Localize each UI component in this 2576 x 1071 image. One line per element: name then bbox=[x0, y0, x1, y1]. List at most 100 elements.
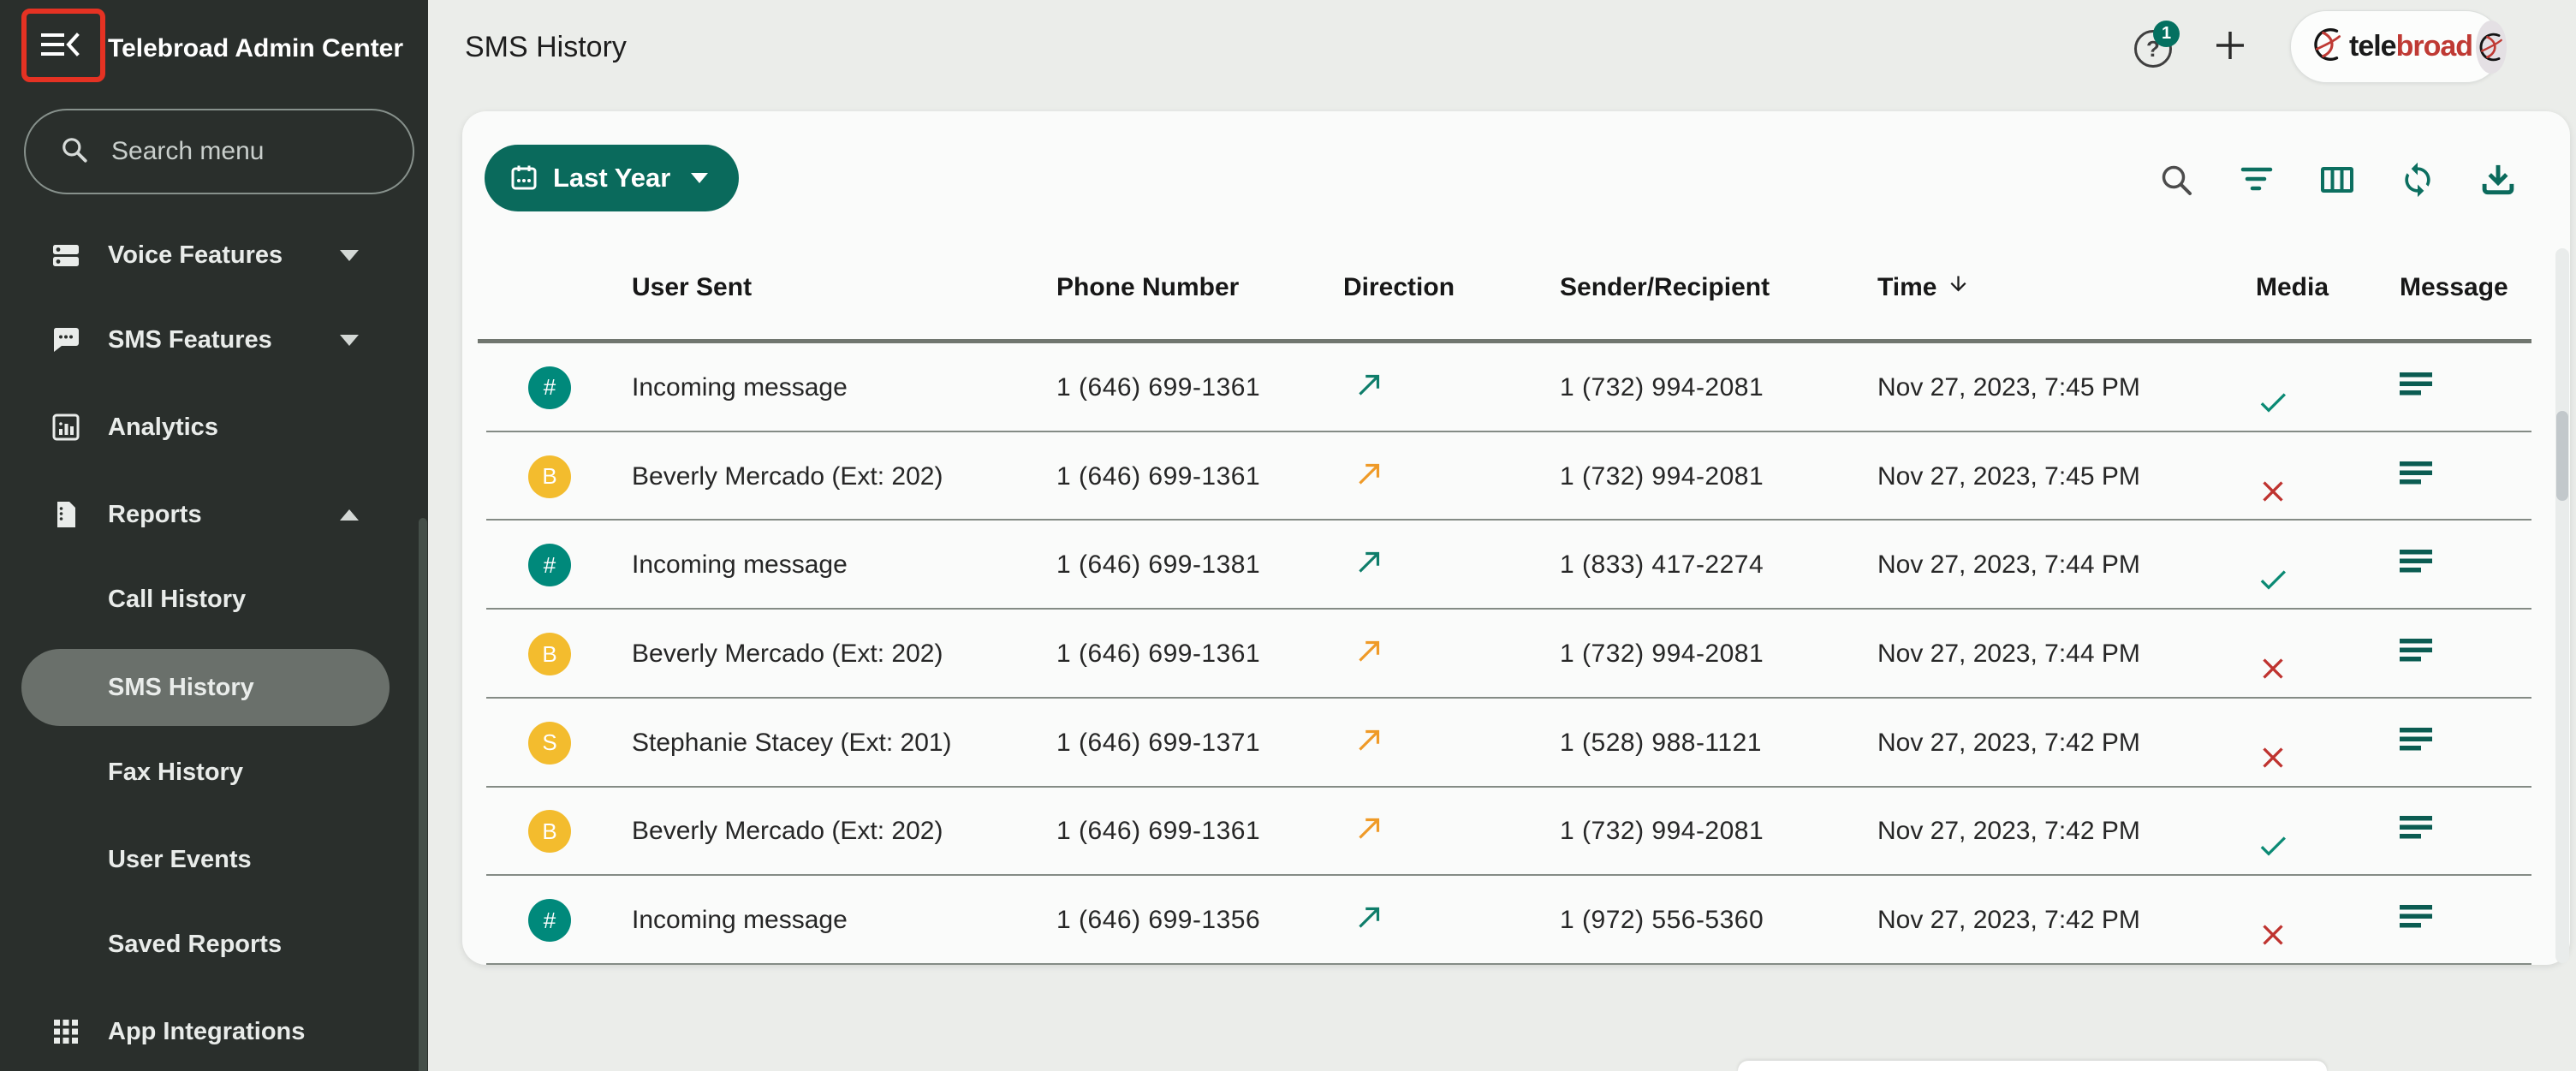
table-scrollbar-track[interactable] bbox=[2555, 248, 2569, 963]
search-menu-input[interactable]: Search menu bbox=[24, 109, 414, 194]
table-row[interactable]: B Beverly Mercado (Ext: 202) 1 (646) 699… bbox=[462, 610, 2570, 699]
table-header-row: User Sent Phone Number Direction Sender/… bbox=[462, 231, 2570, 343]
table-row[interactable]: # Incoming message 1 (646) 699-1356 1 (9… bbox=[462, 876, 2570, 965]
direction-arrow-icon bbox=[1353, 729, 1386, 762]
cell-sender-recipient: 1 (528) 988-1121 bbox=[1560, 728, 1762, 757]
sidebar-item-call-history[interactable]: Call History bbox=[0, 571, 428, 628]
cell-phone-number: 1 (646) 699-1361 bbox=[1056, 817, 1261, 846]
media-status-icon bbox=[2256, 474, 2400, 509]
cell-user-sent: Incoming message bbox=[632, 372, 848, 402]
avatar: B bbox=[528, 455, 571, 498]
table-row[interactable]: B Beverly Mercado (Ext: 202) 1 (646) 699… bbox=[462, 788, 2570, 877]
sidebar-subitem-label: SMS History bbox=[108, 673, 254, 701]
sidebar-item-label: SMS Features bbox=[108, 325, 272, 354]
message-text-icon[interactable] bbox=[2400, 639, 2434, 669]
avatar: # bbox=[528, 366, 571, 409]
sidebar-item-saved-reports[interactable]: Saved Reports bbox=[0, 916, 428, 973]
table-row[interactable]: # Incoming message 1 (646) 699-1361 1 (7… bbox=[462, 343, 2570, 432]
search-icon[interactable] bbox=[2157, 161, 2195, 199]
search-icon bbox=[60, 135, 89, 169]
sidebar-item-sms-features[interactable]: SMS Features bbox=[0, 312, 428, 368]
cell-sender-recipient: 1 (732) 994-2081 bbox=[1560, 372, 1764, 402]
sidebar-item-analytics[interactable]: Analytics bbox=[0, 399, 428, 455]
sidebar: Telebroad Admin Center Search menu Voice… bbox=[0, 0, 428, 1071]
sms-history-card: Last Year User Sent Phone Number Directi… bbox=[462, 111, 2570, 965]
calendar-icon bbox=[510, 164, 538, 193]
apps-grid-icon bbox=[51, 1017, 80, 1046]
message-text-icon[interactable] bbox=[2400, 372, 2434, 402]
cell-time: Nov 27, 2023, 7:44 PM bbox=[1877, 640, 2140, 669]
media-status-icon bbox=[2256, 562, 2400, 597]
sidebar-item-label: Analytics bbox=[108, 413, 218, 441]
table-row[interactable]: B Beverly Mercado (Ext: 202) 1 (646) 699… bbox=[462, 432, 2570, 521]
add-button[interactable] bbox=[2213, 28, 2247, 62]
avatar: # bbox=[528, 899, 571, 943]
sidebar-item-sms-history[interactable]: SMS History bbox=[0, 659, 428, 716]
avatar: S bbox=[528, 721, 571, 765]
column-header-direction[interactable]: Direction bbox=[1343, 272, 1455, 301]
download-icon[interactable] bbox=[2479, 161, 2517, 199]
columns-icon[interactable] bbox=[2318, 161, 2356, 199]
column-header-message[interactable]: Message bbox=[2400, 272, 2508, 301]
sidebar-scrollbar[interactable] bbox=[419, 518, 427, 1071]
direction-arrow-icon bbox=[1353, 818, 1386, 850]
brand-wordmark: telebroad bbox=[2349, 30, 2473, 62]
sidebar-item-label: App Integrations bbox=[108, 1017, 306, 1045]
filter-icon[interactable] bbox=[2238, 161, 2276, 199]
help-button[interactable]: ? 1 bbox=[2134, 21, 2180, 68]
menu-collapse-icon[interactable] bbox=[40, 29, 80, 62]
sidebar-item-app-integrations[interactable]: App Integrations bbox=[0, 1003, 428, 1060]
direction-arrow-icon bbox=[1353, 552, 1386, 584]
message-text-icon[interactable] bbox=[2400, 550, 2434, 580]
message-text-icon[interactable] bbox=[2400, 461, 2434, 491]
pagination-sheet-edge bbox=[1738, 1061, 2327, 1071]
date-range-label: Last Year bbox=[553, 163, 671, 193]
account-menu[interactable]: telebroad bbox=[2290, 10, 2508, 83]
annotation-highlight-box bbox=[21, 9, 105, 82]
sidebar-item-user-events[interactable]: User Events bbox=[0, 831, 428, 888]
cell-sender-recipient: 1 (732) 994-2081 bbox=[1560, 461, 1764, 491]
cell-user-sent: Beverly Mercado (Ext: 202) bbox=[632, 640, 943, 669]
sidebar-subitem-label: Fax History bbox=[108, 758, 243, 786]
cell-sender-recipient: 1 (972) 556-5360 bbox=[1560, 906, 1764, 935]
page-title: SMS History bbox=[465, 31, 627, 63]
cell-user-sent: Incoming message bbox=[632, 550, 848, 580]
cell-phone-number: 1 (646) 699-1361 bbox=[1056, 640, 1261, 669]
avatar: B bbox=[528, 810, 571, 854]
voicemail-boxes-icon bbox=[51, 241, 80, 270]
cell-phone-number: 1 (646) 699-1356 bbox=[1056, 906, 1261, 935]
media-status-icon bbox=[2256, 385, 2400, 419]
cell-time: Nov 27, 2023, 7:42 PM bbox=[1877, 906, 2140, 935]
refresh-icon[interactable] bbox=[2399, 161, 2436, 199]
message-text-icon[interactable] bbox=[2400, 816, 2434, 846]
column-header-media[interactable]: Media bbox=[2256, 272, 2329, 301]
telebroad-logo-icon bbox=[2310, 27, 2346, 67]
table-scrollbar-thumb[interactable] bbox=[2556, 411, 2568, 501]
search-placeholder: Search menu bbox=[111, 137, 265, 165]
cell-phone-number: 1 (646) 699-1361 bbox=[1056, 461, 1261, 491]
cell-sender-recipient: 1 (732) 994-2081 bbox=[1560, 817, 1764, 846]
table-row[interactable]: # Incoming message 1 (646) 699-1381 1 (8… bbox=[462, 521, 2570, 610]
column-header-phone-number[interactable]: Phone Number bbox=[1056, 272, 1240, 301]
selected-item-highlight bbox=[21, 649, 390, 726]
notification-badge: 1 bbox=[2153, 21, 2180, 47]
table-row[interactable]: S Stephanie Stacey (Ext: 201) 1 (646) 69… bbox=[462, 699, 2570, 788]
chevron-down-icon bbox=[691, 173, 709, 183]
report-document-icon bbox=[51, 500, 80, 529]
message-text-icon[interactable] bbox=[2400, 905, 2434, 935]
sidebar-item-fax-history[interactable]: Fax History bbox=[0, 744, 428, 800]
sidebar-item-reports[interactable]: Reports bbox=[0, 486, 428, 543]
cell-time: Nov 27, 2023, 7:42 PM bbox=[1877, 728, 2140, 757]
cell-user-sent: Incoming message bbox=[632, 906, 848, 935]
column-header-user-sent[interactable]: User Sent bbox=[632, 272, 753, 301]
direction-arrow-icon bbox=[1353, 640, 1386, 673]
chat-bubble-icon bbox=[51, 325, 80, 354]
avatar: B bbox=[528, 633, 571, 676]
cell-phone-number: 1 (646) 699-1361 bbox=[1056, 372, 1261, 402]
column-header-time[interactable]: Time bbox=[1877, 272, 2256, 302]
column-header-sender-recipient[interactable]: Sender/Recipient bbox=[1560, 272, 1770, 301]
sidebar-subitem-label: Saved Reports bbox=[108, 930, 283, 958]
sidebar-item-voice-features[interactable]: Voice Features bbox=[0, 227, 428, 283]
message-text-icon[interactable] bbox=[2400, 727, 2434, 758]
date-range-filter-button[interactable]: Last Year bbox=[485, 145, 740, 211]
